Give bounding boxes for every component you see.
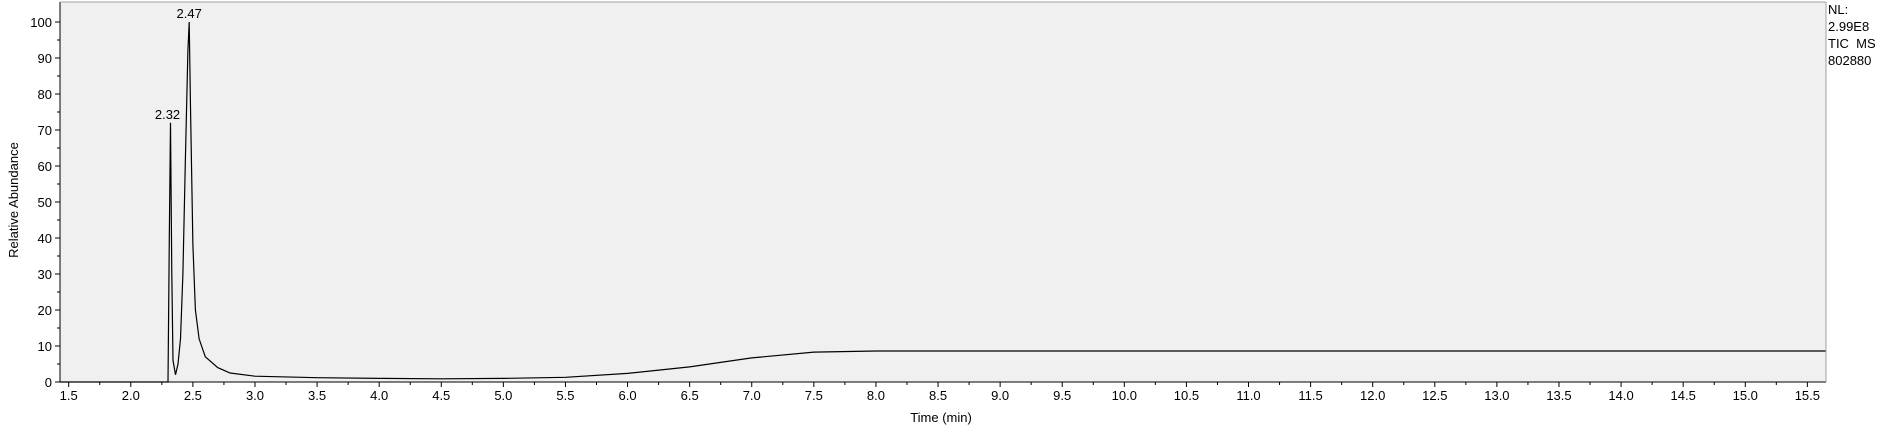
x-tick-label: 13.0 bbox=[1484, 388, 1509, 403]
x-tick-label: 5.0 bbox=[494, 388, 512, 403]
x-tick-label: 12.5 bbox=[1422, 388, 1447, 403]
peak-labels: 2.32 2.47 bbox=[155, 6, 202, 122]
x-tick-label: 5.5 bbox=[556, 388, 574, 403]
x-tick-label: 2.0 bbox=[122, 388, 140, 403]
x-tick-label: 15.5 bbox=[1795, 388, 1820, 403]
y-tick-label: 30 bbox=[38, 267, 52, 282]
info-block: NL: 2.99E8 TIC MS 802880 bbox=[1828, 2, 1876, 68]
x-tick-label: 11.0 bbox=[1236, 388, 1260, 403]
plot-background bbox=[60, 2, 1826, 382]
y-tick-label: 20 bbox=[38, 303, 52, 318]
x-tick-label: 2.5 bbox=[184, 388, 202, 403]
x-tick-label: 10.0 bbox=[1112, 388, 1137, 403]
y-tick-label: 0 bbox=[45, 375, 52, 390]
x-tick-label: 3.5 bbox=[308, 388, 326, 403]
y-tick-label: 60 bbox=[38, 159, 52, 174]
x-tick-label: 1.5 bbox=[60, 388, 78, 403]
x-tick-label: 9.5 bbox=[1053, 388, 1071, 403]
peak-label: 2.47 bbox=[177, 6, 202, 21]
series-layer bbox=[60, 21, 1826, 383]
x-tick-label: 10.5 bbox=[1174, 388, 1199, 403]
y-tick-label: 10 bbox=[38, 339, 52, 354]
x-tick-label: 12.0 bbox=[1360, 388, 1385, 403]
y-axis-ticks: 0 10 20 30 40 50 60 70 80 90 100 bbox=[30, 15, 60, 390]
x-tick-label: 4.0 bbox=[370, 388, 388, 403]
y-tick-label: 100 bbox=[30, 15, 52, 30]
x-axis-ticks: 1.5 2.0 2.5 3.0 3.5 4.0 4.5 5.0 5.5 6.0 6.5 7.0 7.5 8… bbox=[60, 382, 1820, 403]
x-tick-label: 8.5 bbox=[929, 388, 947, 403]
y-tick-label: 40 bbox=[38, 231, 52, 246]
y-tick-label: 90 bbox=[38, 51, 52, 66]
x-tick-label: 6.0 bbox=[619, 388, 637, 403]
y-axis-title: Relative Abundance bbox=[6, 142, 21, 258]
x-tick-label: 7.5 bbox=[805, 388, 823, 403]
y-tick-label: 50 bbox=[38, 195, 52, 210]
x-tick-label: 11.5 bbox=[1298, 388, 1322, 403]
x-tick-label: 14.5 bbox=[1671, 388, 1696, 403]
x-tick-label: 15.0 bbox=[1733, 388, 1758, 403]
x-axis-title: Time (min) bbox=[910, 410, 972, 425]
info-scan-type: TIC MS bbox=[1828, 36, 1876, 51]
series-line-0 bbox=[60, 21, 1826, 383]
info-nl-label: NL: bbox=[1828, 2, 1848, 17]
peak-label: 2.32 bbox=[155, 107, 180, 122]
y-tick-label: 80 bbox=[38, 87, 52, 102]
x-tick-label: 3.0 bbox=[246, 388, 264, 403]
y-tick-label: 70 bbox=[38, 123, 52, 138]
x-tick-label: 4.5 bbox=[432, 388, 450, 403]
info-nl-value: 2.99E8 bbox=[1828, 19, 1869, 34]
x-tick-label: 7.0 bbox=[743, 388, 761, 403]
x-tick-label: 14.0 bbox=[1608, 388, 1633, 403]
x-tick-label: 9.0 bbox=[991, 388, 1009, 403]
x-tick-label: 13.5 bbox=[1546, 388, 1571, 403]
x-tick-label: 8.0 bbox=[867, 388, 885, 403]
x-tick-label: 6.5 bbox=[681, 388, 699, 403]
info-file-id: 802880 bbox=[1828, 53, 1871, 68]
